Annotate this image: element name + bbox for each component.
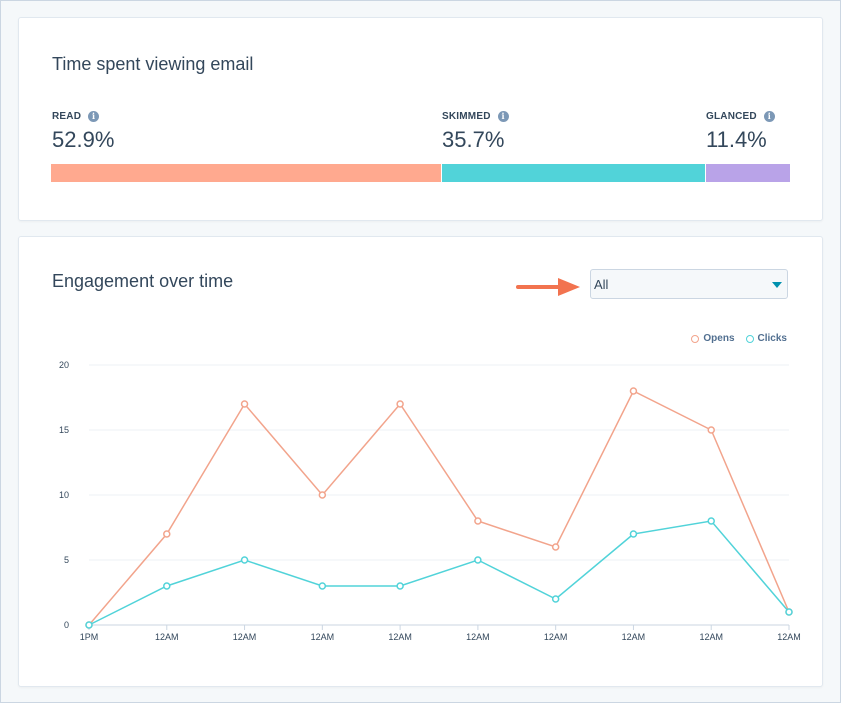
data-point-clicks bbox=[163, 582, 171, 590]
legend-item-opens[interactable]: Opens bbox=[691, 333, 735, 344]
x-tick-label: 12AM bbox=[388, 632, 412, 642]
x-tick-label: 12AM bbox=[466, 632, 490, 642]
data-point-clicks bbox=[240, 556, 249, 564]
x-tick-label: 12AM bbox=[622, 632, 646, 642]
metric-skimmed-label: SKIMMED bbox=[442, 110, 491, 122]
x-tick-label: 12AM bbox=[311, 632, 335, 642]
x-tick-label: 12AM bbox=[699, 632, 723, 642]
legend-label-clicks: Clicks bbox=[757, 333, 787, 344]
engagement-line-chart: 0 5 10 15 20 1PM 12AM 12AM 12AM 12AM 12AM 12AM 12AM 1… bbox=[59, 360, 801, 642]
data-point-opens bbox=[318, 491, 327, 499]
info-icon[interactable]: i bbox=[88, 110, 100, 122]
y-tick-label: 10 bbox=[59, 490, 69, 500]
chart-legend: Opens Clicks bbox=[691, 333, 787, 344]
data-point-opens bbox=[396, 400, 404, 408]
data-point-clicks bbox=[85, 621, 93, 629]
x-tick-label: 12AM bbox=[233, 632, 257, 642]
info-icon[interactable]: i bbox=[497, 110, 509, 122]
bar-segment-glanced bbox=[704, 164, 790, 182]
data-point-opens bbox=[163, 530, 171, 538]
metric-skimmed: SKIMMED i 35.7% bbox=[442, 109, 509, 153]
data-point-clicks bbox=[551, 595, 560, 603]
data-point-opens bbox=[629, 387, 638, 395]
metric-glanced-value: 11.4% bbox=[706, 127, 767, 152]
engagement-filter-dropdown[interactable]: All bbox=[590, 269, 788, 299]
y-tick-label: 5 bbox=[64, 555, 69, 565]
data-point-clicks bbox=[318, 582, 327, 590]
x-tick-label: 1PM bbox=[80, 632, 99, 642]
series-line-opens bbox=[88, 389, 790, 626]
x-tick-label: 12AM bbox=[544, 632, 568, 642]
data-point-clicks bbox=[396, 582, 404, 590]
x-tick-label: 12AM bbox=[155, 632, 179, 642]
dropdown-selected-value: All bbox=[594, 276, 609, 292]
time-spent-title: Time spent viewing email bbox=[52, 54, 254, 74]
metric-glanced-label: GLANCED bbox=[706, 110, 757, 122]
metric-glanced: GLANCED i 11.4% bbox=[706, 109, 775, 153]
time-distribution-bar bbox=[51, 164, 790, 182]
data-point-opens bbox=[707, 426, 715, 434]
x-tick-label: 12AM bbox=[777, 632, 801, 642]
y-tick-label: 20 bbox=[59, 360, 69, 370]
legend-dot-clicks bbox=[745, 334, 754, 343]
metric-skimmed-value: 35.7% bbox=[442, 127, 505, 152]
legend-item-clicks[interactable]: Clicks bbox=[745, 333, 787, 344]
bar-segment-read bbox=[51, 164, 441, 182]
data-point-opens bbox=[474, 517, 482, 525]
metric-read-value: 52.9% bbox=[52, 127, 115, 152]
data-point-clicks bbox=[785, 608, 793, 616]
data-point-clicks bbox=[629, 530, 638, 538]
legend-label-opens: Opens bbox=[703, 333, 735, 344]
legend-dot-opens bbox=[691, 334, 700, 343]
bar-segment-skimmed bbox=[440, 164, 705, 182]
annotation-arrow-icon bbox=[516, 278, 580, 296]
data-point-opens bbox=[551, 543, 560, 551]
engagement-card: Engagement over time All Opens Clicks 0 5… bbox=[18, 236, 823, 687]
engagement-title: Engagement over time bbox=[52, 271, 234, 291]
data-point-clicks bbox=[474, 556, 482, 564]
chevron-down-icon bbox=[772, 282, 782, 288]
y-tick-label: 15 bbox=[59, 425, 69, 435]
info-icon[interactable]: i bbox=[763, 110, 775, 122]
series-line-clicks bbox=[88, 520, 790, 626]
metric-read: READ i 52.9% bbox=[52, 109, 114, 153]
metric-read-label: READ bbox=[52, 110, 82, 122]
data-point-opens bbox=[240, 400, 249, 408]
time-spent-card: Time spent viewing email READ i 52.9% SK… bbox=[18, 17, 823, 221]
y-tick-label: 0 bbox=[64, 620, 69, 630]
data-point-clicks bbox=[707, 517, 715, 525]
